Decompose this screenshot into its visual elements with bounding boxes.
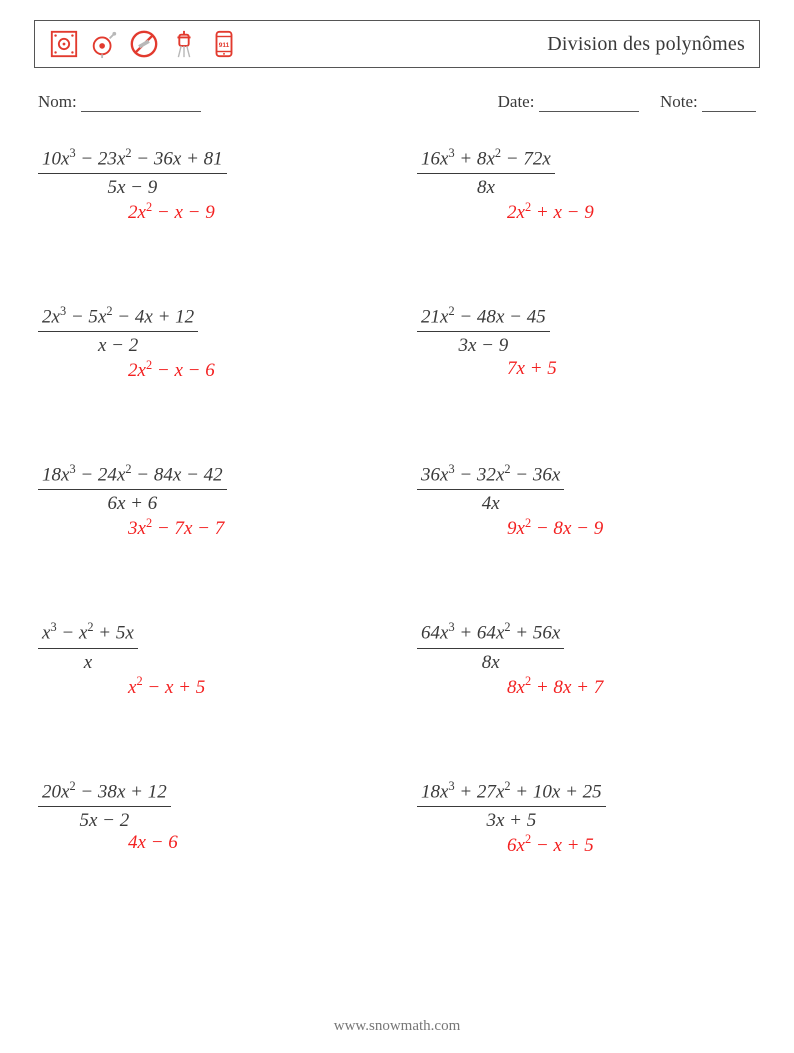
fraction: 21x2 − 48x − 453x − 9 bbox=[417, 304, 550, 358]
problem-cell: 18x3 + 27x2 + 10x + 253x + 56x2 − x + 5 bbox=[397, 779, 776, 857]
fraction: 16x3 + 8x2 − 72x8x bbox=[417, 146, 555, 200]
denominator: 8x bbox=[417, 648, 564, 675]
problem-cell: 18x3 − 24x2 − 84x − 426x + 63x2 − 7x − 7 bbox=[38, 462, 397, 540]
answer: 7x + 5 bbox=[507, 358, 557, 379]
problem-cell: 2x3 − 5x2 − 4x + 12x − 22x2 − x − 6 bbox=[38, 304, 397, 382]
date-label: Date: bbox=[498, 92, 535, 111]
svg-text:911: 911 bbox=[219, 42, 230, 49]
answer: 2x2 − x − 9 bbox=[128, 202, 215, 223]
worksheet-page: 911 Division des polynômes Nom: Date: No… bbox=[0, 0, 794, 1053]
numerator: 10x3 − 23x2 − 36x + 81 bbox=[38, 146, 227, 173]
problem-cell: 16x3 + 8x2 − 72x8x2x2 + x − 9 bbox=[397, 146, 776, 224]
numerator: 21x2 − 48x − 45 bbox=[417, 304, 550, 331]
problem-cell: x3 − x2 + 5xxx2 − x + 5 bbox=[38, 620, 397, 698]
answer: 4x − 6 bbox=[128, 832, 178, 853]
denominator: 3x + 5 bbox=[417, 806, 606, 833]
problem-cell: 36x3 − 32x2 − 36x4x9x2 − 8x − 9 bbox=[397, 462, 776, 540]
fraction: 18x3 + 27x2 + 10x + 253x + 5 bbox=[417, 779, 606, 833]
name-blank[interactable] bbox=[81, 97, 201, 112]
problem-cell: 64x3 + 64x2 + 56x8x8x2 + 8x + 7 bbox=[397, 620, 776, 698]
alarm-bell-icon bbox=[89, 29, 119, 59]
answer: 2x2 − x − 6 bbox=[128, 360, 215, 381]
problems-grid: 10x3 − 23x2 − 36x + 815x − 92x2 − x − 91… bbox=[34, 146, 760, 857]
note-label: Note: bbox=[660, 92, 698, 111]
denominator: 8x bbox=[417, 173, 555, 200]
fraction: x3 − x2 + 5xx bbox=[38, 620, 138, 674]
denominator: x bbox=[38, 648, 138, 675]
denominator: 3x − 9 bbox=[417, 331, 550, 358]
numerator: 2x3 − 5x2 − 4x + 12 bbox=[38, 304, 198, 331]
note-blank[interactable] bbox=[702, 97, 756, 112]
fraction: 2x3 − 5x2 − 4x + 12x − 2 bbox=[38, 304, 198, 358]
fraction: 18x3 − 24x2 − 84x − 426x + 6 bbox=[38, 462, 227, 516]
fraction: 20x2 − 38x + 125x − 2 bbox=[38, 779, 171, 833]
denominator: 5x − 9 bbox=[38, 173, 227, 200]
denominator: 5x − 2 bbox=[38, 806, 171, 833]
footer-url: www.snowmath.com bbox=[0, 1018, 794, 1035]
header-box: 911 Division des polynômes bbox=[34, 20, 760, 68]
numerator: 20x2 − 38x + 12 bbox=[38, 779, 171, 806]
fraction: 10x3 − 23x2 − 36x + 815x − 9 bbox=[38, 146, 227, 200]
numerator: 18x3 + 27x2 + 10x + 25 bbox=[417, 779, 606, 806]
numerator: 16x3 + 8x2 − 72x bbox=[417, 146, 555, 173]
numerator: 64x3 + 64x2 + 56x bbox=[417, 620, 564, 647]
alarm-box-icon bbox=[49, 29, 79, 59]
date-note-group: Date: Note: bbox=[498, 92, 756, 112]
numerator: 18x3 − 24x2 − 84x − 42 bbox=[38, 462, 227, 489]
numerator: x3 − x2 + 5x bbox=[38, 620, 138, 647]
header-icons: 911 bbox=[49, 29, 239, 59]
denominator: 4x bbox=[417, 489, 564, 516]
problem-row: x3 − x2 + 5xxx2 − x + 564x3 + 64x2 + 56x… bbox=[38, 620, 756, 698]
problem-cell: 20x2 − 38x + 125x − 24x − 6 bbox=[38, 779, 397, 857]
answer: x2 − x + 5 bbox=[128, 677, 205, 698]
sprinkler-icon bbox=[169, 29, 199, 59]
answer: 2x2 + x − 9 bbox=[507, 202, 594, 223]
problem-cell: 21x2 − 48x − 453x − 97x + 5 bbox=[397, 304, 776, 382]
name-field: Nom: bbox=[38, 92, 201, 112]
worksheet-title: Division des polynômes bbox=[547, 33, 745, 56]
problem-row: 20x2 − 38x + 125x − 24x − 6 18x3 + 27x2 +… bbox=[38, 779, 756, 857]
denominator: x − 2 bbox=[38, 331, 198, 358]
info-row: Nom: Date: Note: bbox=[38, 92, 756, 112]
answer: 3x2 − 7x − 7 bbox=[128, 518, 224, 539]
fraction: 64x3 + 64x2 + 56x8x bbox=[417, 620, 564, 674]
problem-cell: 10x3 − 23x2 − 36x + 815x − 92x2 − x − 9 bbox=[38, 146, 397, 224]
problem-row: 18x3 − 24x2 − 84x − 426x + 63x2 − 7x − 7… bbox=[38, 462, 756, 540]
name-label: Nom: bbox=[38, 92, 77, 111]
prohibition-icon bbox=[129, 29, 159, 59]
fraction: 36x3 − 32x2 − 36x4x bbox=[417, 462, 564, 516]
date-blank[interactable] bbox=[539, 97, 639, 112]
answer: 9x2 − 8x − 9 bbox=[507, 518, 603, 539]
answer: 6x2 − x + 5 bbox=[507, 835, 594, 856]
phone-911-icon: 911 bbox=[209, 29, 239, 59]
denominator: 6x + 6 bbox=[38, 489, 227, 516]
numerator: 36x3 − 32x2 − 36x bbox=[417, 462, 564, 489]
answer: 8x2 + 8x + 7 bbox=[507, 677, 603, 698]
problem-row: 10x3 − 23x2 − 36x + 815x − 92x2 − x − 91… bbox=[38, 146, 756, 224]
problem-row: 2x3 − 5x2 − 4x + 12x − 22x2 − x − 6 21x2 … bbox=[38, 304, 756, 382]
